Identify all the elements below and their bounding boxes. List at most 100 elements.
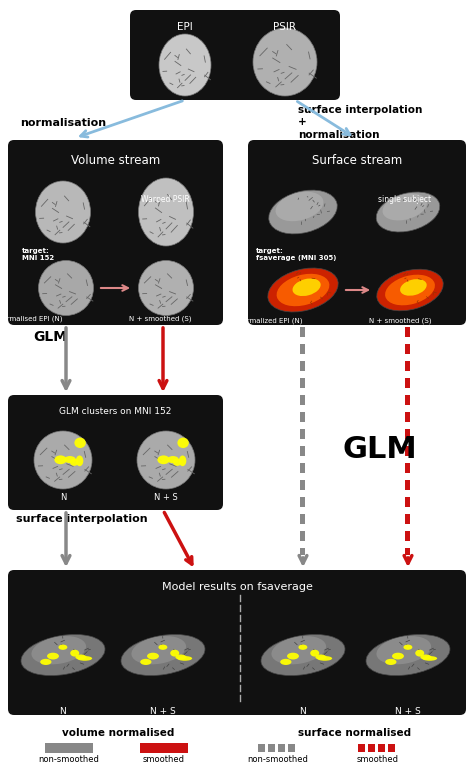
Ellipse shape [383, 194, 427, 221]
Bar [405, 429, 410, 439]
Ellipse shape [77, 656, 92, 661]
Text: N + S: N + S [154, 493, 178, 502]
Ellipse shape [157, 455, 170, 464]
Ellipse shape [420, 655, 431, 659]
Ellipse shape [74, 437, 86, 448]
Text: N + smoothed (S): N + smoothed (S) [129, 315, 191, 321]
FancyBboxPatch shape [8, 140, 223, 325]
Bar [405, 463, 410, 473]
FancyBboxPatch shape [8, 395, 223, 510]
Ellipse shape [173, 459, 182, 466]
Ellipse shape [131, 636, 186, 664]
Ellipse shape [175, 655, 186, 659]
Bar [405, 446, 410, 456]
Text: GLM clusters on MNI 152: GLM clusters on MNI 152 [59, 407, 172, 416]
Bar [258, 744, 265, 752]
Ellipse shape [292, 279, 321, 296]
Text: volume normalised: volume normalised [62, 728, 174, 738]
Ellipse shape [385, 659, 396, 665]
Bar [405, 548, 410, 555]
Ellipse shape [38, 261, 93, 316]
Text: EPI: EPI [177, 22, 193, 32]
Bar [388, 744, 395, 752]
Ellipse shape [70, 649, 79, 656]
Bar [405, 361, 410, 371]
Bar [405, 327, 410, 337]
Text: surface interpolation: surface interpolation [16, 514, 147, 524]
Bar [278, 744, 285, 752]
Bar [301, 480, 306, 490]
Text: non-smoothed: non-smoothed [247, 755, 309, 764]
Ellipse shape [366, 635, 450, 676]
Ellipse shape [310, 649, 319, 656]
Text: N + smoothed (S): N + smoothed (S) [369, 318, 431, 324]
Ellipse shape [47, 652, 59, 659]
Text: N + S: N + S [395, 707, 421, 716]
Bar [405, 531, 410, 541]
Bar [368, 744, 375, 752]
Text: surface normalised: surface normalised [299, 728, 411, 738]
Bar [405, 480, 410, 490]
Ellipse shape [400, 279, 427, 296]
Ellipse shape [137, 431, 195, 489]
Ellipse shape [269, 190, 337, 234]
Ellipse shape [177, 437, 189, 448]
Ellipse shape [36, 181, 91, 243]
Ellipse shape [140, 659, 152, 665]
Bar [301, 531, 306, 541]
Bar [288, 744, 295, 752]
Text: target:
fsaverage (MNI 305): target: fsaverage (MNI 305) [256, 248, 337, 261]
Ellipse shape [34, 431, 92, 489]
Text: normalised EPI (N): normalised EPI (N) [0, 315, 62, 321]
Ellipse shape [138, 261, 193, 316]
Bar [405, 412, 410, 422]
Bar [405, 395, 410, 405]
Bar [301, 344, 306, 354]
Text: GLM: GLM [33, 330, 67, 344]
Ellipse shape [392, 652, 404, 659]
Bar [301, 395, 306, 405]
FancyBboxPatch shape [130, 10, 340, 100]
Bar [45, 743, 93, 753]
Ellipse shape [179, 455, 186, 466]
Bar [301, 514, 306, 524]
FancyBboxPatch shape [248, 140, 466, 325]
Ellipse shape [317, 656, 332, 661]
Ellipse shape [58, 645, 67, 650]
Ellipse shape [121, 635, 205, 676]
Ellipse shape [70, 459, 79, 466]
Bar [301, 497, 306, 507]
Ellipse shape [376, 192, 440, 232]
Ellipse shape [277, 274, 329, 307]
Ellipse shape [159, 34, 211, 96]
Text: non-smoothed: non-smoothed [38, 755, 100, 764]
Text: Volume stream: Volume stream [71, 154, 160, 167]
Ellipse shape [268, 268, 338, 312]
Bar [405, 378, 410, 388]
Ellipse shape [377, 269, 443, 311]
Bar [405, 344, 410, 354]
Ellipse shape [170, 649, 179, 656]
Text: N: N [60, 493, 66, 502]
Ellipse shape [177, 656, 192, 661]
Bar [378, 744, 385, 752]
Text: normalisation: normalisation [20, 118, 106, 128]
Ellipse shape [138, 178, 193, 246]
Ellipse shape [403, 645, 412, 650]
Ellipse shape [422, 656, 437, 661]
Ellipse shape [253, 28, 317, 96]
Bar [301, 378, 306, 388]
Ellipse shape [280, 659, 292, 665]
Text: PSIR: PSIR [273, 22, 297, 32]
FancyBboxPatch shape [8, 570, 466, 715]
Ellipse shape [272, 636, 326, 664]
Text: target:
MNI 152: target: MNI 152 [22, 248, 54, 261]
Text: Surface stream: Surface stream [312, 154, 402, 167]
Ellipse shape [287, 652, 299, 659]
Ellipse shape [167, 456, 179, 463]
Ellipse shape [376, 636, 431, 664]
Ellipse shape [299, 645, 307, 650]
Ellipse shape [75, 655, 86, 659]
Text: N: N [60, 707, 66, 716]
Bar [405, 514, 410, 524]
